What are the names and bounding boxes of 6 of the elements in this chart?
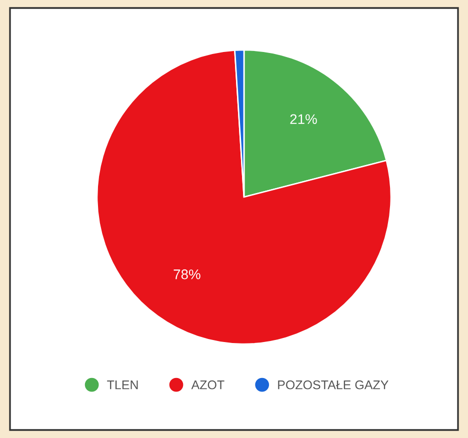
data-label: 21% <box>290 114 317 124</box>
legend-label: AZOT <box>191 380 224 390</box>
legend-label: TLEN <box>107 380 138 390</box>
data-label: 78% <box>174 269 200 280</box>
legend-label: POZOSTAŁE GAZY <box>278 380 388 390</box>
pie-slice <box>96 50 392 345</box>
